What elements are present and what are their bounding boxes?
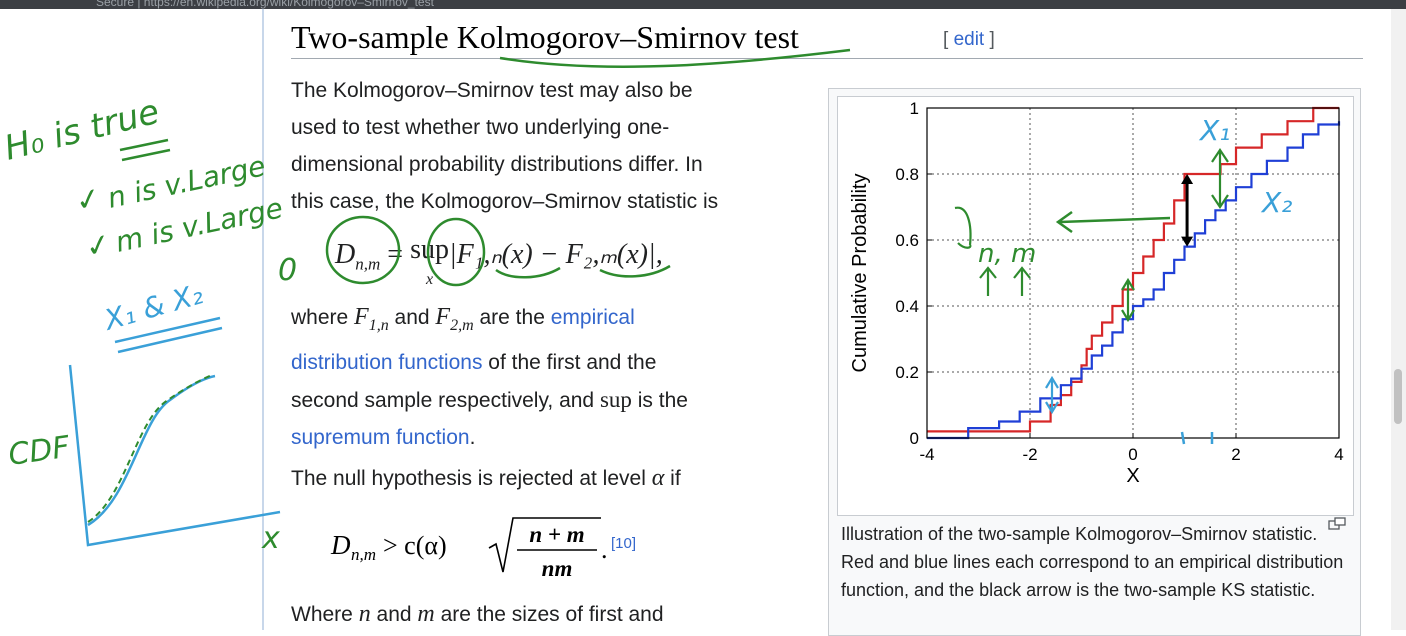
edit-link[interactable]: edit <box>953 29 985 50</box>
svg-text:nm: nm <box>542 556 573 581</box>
figure-caption: Illustration of the two-sample Kolmogoro… <box>841 524 1344 600</box>
ks-arrow-head-top <box>1181 174 1194 184</box>
sidebar-divider <box>262 9 264 630</box>
page-scrollbar[interactable] <box>1391 9 1406 630</box>
y-tick-label: 0 <box>910 429 919 448</box>
article-content: Two-sample Kolmogorov–Smirnov test [ edi… <box>291 9 1363 636</box>
edit-section: [ edit ] <box>943 29 995 50</box>
sqrt-sign <box>488 517 601 573</box>
figure-thumbnail: -4 -2 0 2 4 0 0.2 0.4 0.6 0.8 1 X Cumulative Probabi… <box>828 88 1361 636</box>
rejection-formula: D n,m > c(α) n + m nm . [10] <box>330 514 661 591</box>
heading-rule <box>291 58 1363 59</box>
x-tick-label: 0 <box>1128 445 1137 464</box>
y-axis-label: Cumulative Probability <box>849 174 871 373</box>
link-distribution-functions[interactable]: distribution functions <box>291 350 483 374</box>
x-tick-label: -2 <box>1022 445 1037 464</box>
svg-text:D: D <box>330 530 351 560</box>
paragraph-intro: The Kolmogorov–Smirnov test may also be … <box>291 79 719 213</box>
svg-text:n,m: n,m <box>351 545 376 564</box>
y-tick-label: 0.2 <box>895 363 919 382</box>
link-supremum-function[interactable]: supremum function <box>291 425 470 449</box>
x-tick-label: -4 <box>919 445 934 464</box>
svg-text:.: . <box>601 535 608 564</box>
svg-text:> c(α): > c(α) <box>383 531 447 560</box>
ks-statistic-formula: Dn,m = sup x|F₁,ₙ(x) − F₂,ₘ(x)|, <box>335 234 663 289</box>
rejection-formula-svg: D n,m > c(α) n + m nm . [10] <box>330 517 636 581</box>
series-line-blue <box>927 121 1341 440</box>
x-axis-label: X <box>1126 465 1139 487</box>
address-bar[interactable]: Secure | https://en.wikipedia.org/wiki/K… <box>96 0 434 9</box>
paragraph-null-hypothesis: The null hypothesis is rejected at level… <box>291 465 681 491</box>
paragraph-sizes: Where n and m are the sizes of first and <box>291 601 664 627</box>
magnify-icon[interactable] <box>1328 517 1346 531</box>
y-tick-label: 0.6 <box>895 231 919 250</box>
scroll-thumb[interactable] <box>1394 369 1402 424</box>
ks-plot[interactable]: -4 -2 0 2 4 0 0.2 0.4 0.6 0.8 1 X Cumulative Probabi… <box>837 96 1354 516</box>
ks-arrow-head-bottom <box>1181 236 1194 247</box>
section-heading: Two-sample Kolmogorov–Smirnov test <box>291 19 799 55</box>
link-empirical[interactable]: empirical <box>550 306 635 329</box>
paragraph-definitions: where F1,n and F2,m are the empirical di… <box>291 304 688 449</box>
ks-chart: -4 -2 0 2 4 0 0.2 0.4 0.6 0.8 1 X Cumulative Probabi… <box>849 99 1344 487</box>
y-tick-label: 0.8 <box>895 165 919 184</box>
y-tick-label: 0.4 <box>895 297 919 316</box>
x-tick-label: 2 <box>1231 445 1240 464</box>
browser-toolbar: Secure | https://en.wikipedia.org/wiki/K… <box>0 0 1406 9</box>
y-tick-label: 1 <box>910 99 919 118</box>
svg-text:n + m: n + m <box>529 522 584 547</box>
left-sidebar <box>0 9 263 630</box>
citation-10[interactable]: [10] <box>611 535 636 552</box>
x-tick-label: 4 <box>1334 445 1343 464</box>
